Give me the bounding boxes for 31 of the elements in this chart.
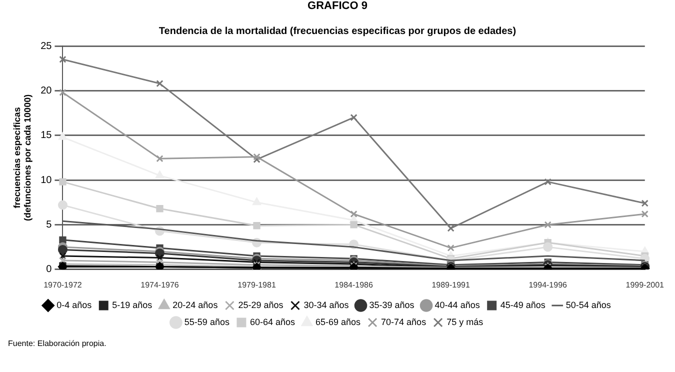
- legend-label: 20-24 años: [172, 300, 218, 310]
- legend-label: 50-54 años: [566, 300, 612, 310]
- legend-label: 65-69 años: [315, 316, 362, 327]
- legend-label: 35-39 años: [369, 300, 415, 310]
- x-tick-label: 1984-1986: [334, 280, 374, 290]
- x-tick-label: 1970-1972: [44, 280, 82, 290]
- source-note: Fuente: Elaboración propia.: [8, 339, 108, 348]
- x-tick-label: 1999-2001: [626, 280, 665, 290]
- x-tick-label: 1989-1991: [432, 280, 470, 290]
- x-tick-label: 1974-1976: [140, 280, 180, 290]
- x-tick-label: 1979-1981: [238, 280, 276, 290]
- y-tick-label: 10: [40, 174, 52, 186]
- chart-subtitle: Tendencia de la mortalidad (frecuencias especificas por grupos de edades): [158, 26, 518, 37]
- legend-label: 25-29 años: [238, 300, 284, 310]
- legend-label: 75 y más: [446, 316, 484, 327]
- legend-label: 30-34 años: [304, 300, 350, 310]
- legend-label: 40-44 años: [434, 300, 480, 310]
- x-tick-label: 1994-1996: [528, 280, 568, 290]
- y-tick-label: 5: [46, 219, 52, 230]
- legend-label: 60-64 años: [250, 316, 296, 327]
- y-tick-label: 0: [46, 264, 52, 276]
- legend-label: 45-49 años: [500, 300, 546, 310]
- legend-label: 55-59 años: [184, 316, 230, 327]
- legend-label: 0-4 años: [56, 300, 92, 310]
- y-axis-title: frecuencias especificas (defunciones por cada 10000): [12, 94, 33, 221]
- chart-title: GRAFICO 9: [306, 0, 368, 12]
- legend-label: 70-74 años: [381, 316, 427, 327]
- legend-label: 5-19 años: [112, 300, 153, 310]
- y-tick-label: 20: [40, 85, 52, 96]
- y-tick-label: 25: [40, 40, 52, 52]
- y-tick-label: 15: [40, 130, 52, 142]
